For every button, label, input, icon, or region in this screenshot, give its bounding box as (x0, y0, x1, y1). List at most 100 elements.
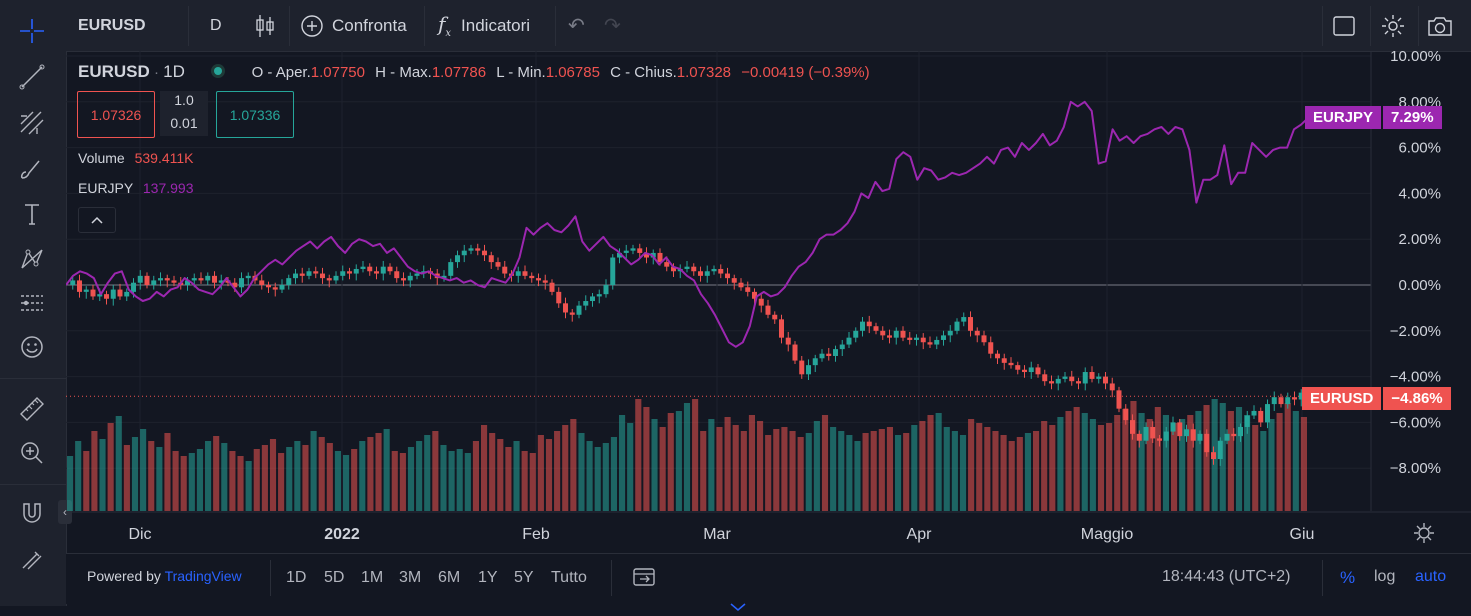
buy-price-box[interactable]: 1.07336 (216, 91, 294, 138)
volume-bar (505, 447, 512, 511)
volume-bar (416, 441, 423, 511)
axis-settings-gear-icon[interactable] (1414, 523, 1434, 543)
candle-body (104, 294, 109, 299)
volume-bar (627, 423, 634, 511)
brush-icon[interactable] (13, 150, 51, 188)
range-button-1y[interactable]: 1Y (478, 568, 498, 586)
time-axis[interactable]: Dic 2022 Feb Mar Apr Maggio Giu (66, 511, 1471, 543)
auto-scale-toggle[interactable]: auto (1415, 568, 1447, 585)
volume-bar (237, 456, 244, 511)
candle-body (603, 285, 609, 295)
indicators-button[interactable]: fx Indicatori (438, 0, 530, 51)
range-button-1m[interactable]: 1M (361, 568, 384, 586)
x-tick-label: Apr (907, 526, 933, 543)
undo-icon[interactable]: ↶ (568, 15, 585, 37)
percent-scale-toggle[interactable]: % (1340, 568, 1356, 587)
candle-body (556, 291, 562, 304)
range-button-1d[interactable]: 1D (286, 568, 307, 586)
symbol-search-button[interactable]: EURUSD (78, 16, 146, 34)
candle-body (239, 278, 244, 288)
volume-bar (708, 419, 715, 511)
fullscreen-icon[interactable] (1332, 0, 1356, 51)
chevron-down-icon[interactable] (728, 598, 748, 611)
range-button-3m[interactable]: 3M (399, 568, 422, 586)
candle-body (590, 296, 595, 302)
function-icon: fx (438, 12, 452, 39)
prediction-icon[interactable] (13, 284, 51, 322)
candle-body (475, 248, 481, 251)
settings-gear-icon[interactable] (1380, 0, 1406, 51)
volume-bar (253, 449, 260, 511)
camera-icon[interactable] (1426, 0, 1454, 51)
candle-body (704, 271, 710, 276)
volume-bar (1057, 417, 1064, 511)
candle-body (536, 278, 541, 281)
chart-style-button[interactable] (254, 0, 276, 51)
date-range-icon[interactable] (632, 566, 656, 593)
volume-bar (1081, 413, 1088, 511)
candle-body (920, 337, 926, 343)
candle-body (644, 252, 649, 258)
open-label: O - Aper. (251, 64, 311, 81)
eurusd-badge-value: −4.86% (1383, 386, 1451, 410)
magnet-icon[interactable] (13, 494, 51, 532)
candle-body (367, 266, 373, 272)
text-icon[interactable] (13, 195, 51, 233)
compare-button[interactable]: Confronta (300, 0, 407, 51)
fib-icon[interactable] (13, 104, 51, 142)
candle-body (131, 282, 136, 292)
compare-value: 137.993 (142, 180, 194, 196)
volume-bar (383, 429, 390, 511)
candle-body (860, 321, 865, 331)
chevron-up-icon (91, 216, 103, 224)
candle-body (144, 275, 150, 285)
powered-by[interactable]: Powered by TradingView (87, 568, 242, 584)
range-button-5d[interactable]: 5D (324, 568, 345, 586)
price-chart[interactable]: 10.00%8.00%6.00%4.00%2.00%0.00%−2.00%−4.… (66, 51, 1471, 605)
volume-bar (67, 456, 74, 511)
candle-body (1157, 438, 1162, 441)
volume-bar (667, 413, 674, 511)
log-scale-toggle[interactable]: log (1374, 568, 1396, 585)
emoji-icon[interactable] (13, 328, 51, 366)
price-axis[interactable]: 10.00%8.00%6.00%4.00%2.00%0.00%−2.00%−4.… (1370, 51, 1441, 511)
sell-price-box[interactable]: 1.07326 (77, 91, 155, 138)
candle-body (455, 255, 460, 263)
candle-body (151, 280, 157, 285)
range-button-tutto[interactable]: Tutto (551, 568, 587, 586)
volume-bar (781, 427, 788, 511)
candle-body (326, 278, 332, 281)
range-button-6m[interactable]: 6M (438, 568, 461, 586)
candle-body (880, 330, 886, 336)
high-value: 1.07786 (431, 64, 487, 81)
collapse-legend-button[interactable] (78, 207, 116, 233)
crosshair-icon[interactable] (13, 12, 51, 50)
zoom-in-icon[interactable] (13, 434, 51, 472)
candle-body (927, 342, 933, 345)
candle-body (407, 275, 413, 281)
candle-body (596, 294, 602, 297)
pattern-icon[interactable] (13, 240, 51, 278)
volume-bar (1195, 411, 1202, 511)
ruler-icon[interactable] (13, 390, 51, 428)
candle-body (1197, 433, 1203, 441)
market-status-icon[interactable] (211, 64, 226, 78)
candle-body (1049, 381, 1054, 384)
brand-link[interactable]: TradingView (164, 568, 242, 584)
lock-drawings-icon[interactable] (13, 540, 51, 578)
trend-line-icon[interactable] (13, 58, 51, 96)
volume-bar (562, 425, 569, 511)
candle-body (988, 342, 994, 354)
clock[interactable]: 18:44:43 (UTC+2) (1162, 568, 1291, 585)
volume-bar (830, 427, 837, 511)
candle-body (1184, 429, 1189, 437)
redo-icon[interactable]: ↷ (604, 15, 621, 37)
range-button-5y[interactable]: 5Y (514, 568, 534, 586)
volume-bar (302, 445, 309, 511)
compare-symbol: EURJPY (78, 180, 133, 196)
candle-body (563, 303, 568, 313)
volume-bar (862, 433, 869, 511)
candle-body (839, 344, 845, 350)
interval-button[interactable]: D (210, 16, 222, 34)
candle-body (637, 248, 643, 253)
